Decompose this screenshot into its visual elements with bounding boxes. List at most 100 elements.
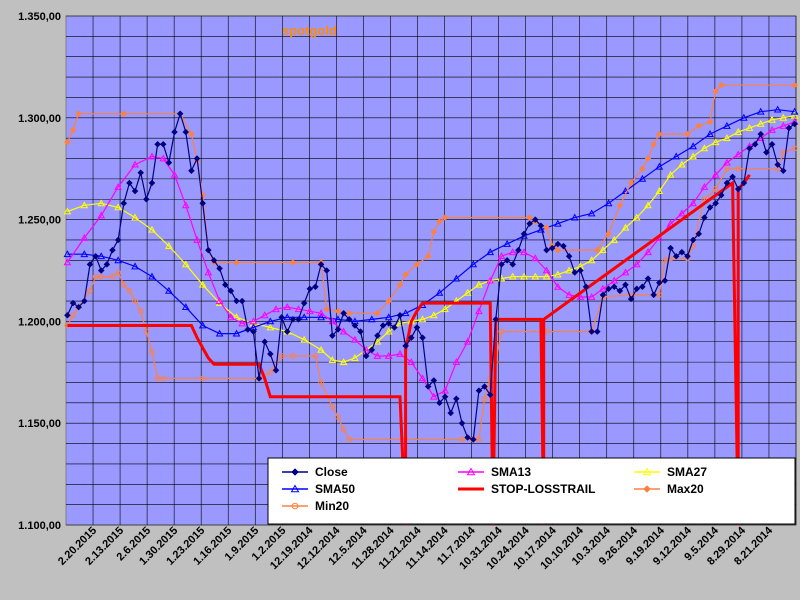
data-point (328, 332, 336, 340)
y-tick-label: 1.250,00 (18, 215, 61, 227)
data-point (779, 121, 788, 129)
legend-label: Max20 (667, 482, 704, 496)
data-point (335, 414, 341, 420)
data-point (605, 285, 612, 293)
data-point (677, 160, 686, 168)
data-point (576, 292, 585, 300)
legend-item: Min20 (282, 499, 349, 513)
data-point (526, 220, 534, 228)
data-point (723, 158, 731, 166)
legend: Close SMA13 SMA27 SMA50 STOP-LOSSTRAIL Max20 M… (267, 457, 796, 525)
data-point (143, 328, 150, 335)
data-point (565, 252, 573, 260)
data-point (689, 236, 697, 244)
data-point (436, 399, 443, 407)
data-point (137, 169, 145, 177)
data-point (791, 120, 798, 128)
data-point (779, 167, 787, 175)
data-point (396, 311, 404, 319)
data-point (75, 303, 83, 311)
data-point (599, 284, 607, 292)
data-point (391, 324, 398, 331)
data-point (339, 327, 348, 335)
data-point (706, 130, 714, 137)
data-point (712, 87, 720, 95)
data-point (441, 393, 449, 401)
data-point (97, 211, 106, 219)
data-point (756, 107, 765, 115)
data-point (435, 288, 444, 296)
data-point (413, 324, 421, 331)
data-point (643, 485, 651, 493)
data-point (132, 298, 138, 304)
data-point (131, 262, 139, 270)
data-point (729, 173, 736, 181)
data-point (599, 246, 607, 254)
data-point (198, 280, 207, 288)
data-point (300, 335, 309, 343)
data-point (593, 328, 601, 335)
data-point (498, 328, 505, 335)
data-point (436, 218, 443, 225)
data-point (250, 328, 257, 335)
data-point (503, 240, 511, 247)
data-point (305, 307, 314, 315)
data-point (204, 268, 213, 276)
plot-area (65, 15, 797, 526)
data-point (182, 128, 190, 136)
data-point (334, 326, 342, 333)
data-point (639, 283, 646, 291)
data-point (655, 130, 663, 138)
series-line (66, 111, 795, 441)
data-point (689, 152, 697, 160)
data-point (429, 392, 438, 400)
data-point (638, 174, 647, 182)
data-point (154, 375, 161, 382)
data-point (486, 276, 495, 284)
grid-lines (66, 15, 797, 526)
data-point (684, 130, 691, 138)
data-point (97, 199, 106, 207)
data-point (723, 121, 731, 129)
data-point (469, 436, 477, 443)
data-point (306, 285, 314, 293)
data-point (537, 222, 545, 230)
data-point (188, 167, 195, 175)
data-point (740, 179, 748, 187)
data-point (712, 186, 719, 192)
data-point (700, 182, 709, 190)
data-point (396, 281, 404, 289)
data-point (109, 273, 116, 280)
data-point (92, 273, 99, 280)
data-point (531, 272, 540, 280)
data-point (367, 315, 376, 323)
data-point (374, 332, 381, 340)
data-point (115, 269, 122, 276)
data-point (64, 138, 71, 146)
data-point (531, 216, 539, 223)
data-point (114, 236, 122, 244)
data-point (486, 248, 495, 256)
data-point (419, 334, 426, 342)
data-point (221, 281, 229, 289)
data-point (503, 256, 511, 264)
data-point (672, 252, 680, 260)
data-point (633, 285, 641, 293)
data-point (300, 313, 309, 321)
data-point (463, 288, 472, 296)
data-point (464, 434, 471, 441)
data-point (357, 328, 364, 335)
data-point (114, 182, 122, 190)
y-tick-label: 1.300,00 (18, 113, 61, 125)
data-point (701, 214, 708, 221)
series-sma13 (63, 117, 799, 400)
data-point (317, 309, 325, 317)
data-point (486, 391, 494, 399)
data-point (334, 315, 342, 323)
y-tick-label: 1.200,00 (18, 316, 61, 328)
legend-item: STOP-LOSSTRAIL (458, 482, 595, 496)
data-point (379, 322, 387, 329)
data-point (588, 328, 596, 335)
data-point (278, 353, 285, 359)
data-point (63, 250, 72, 258)
